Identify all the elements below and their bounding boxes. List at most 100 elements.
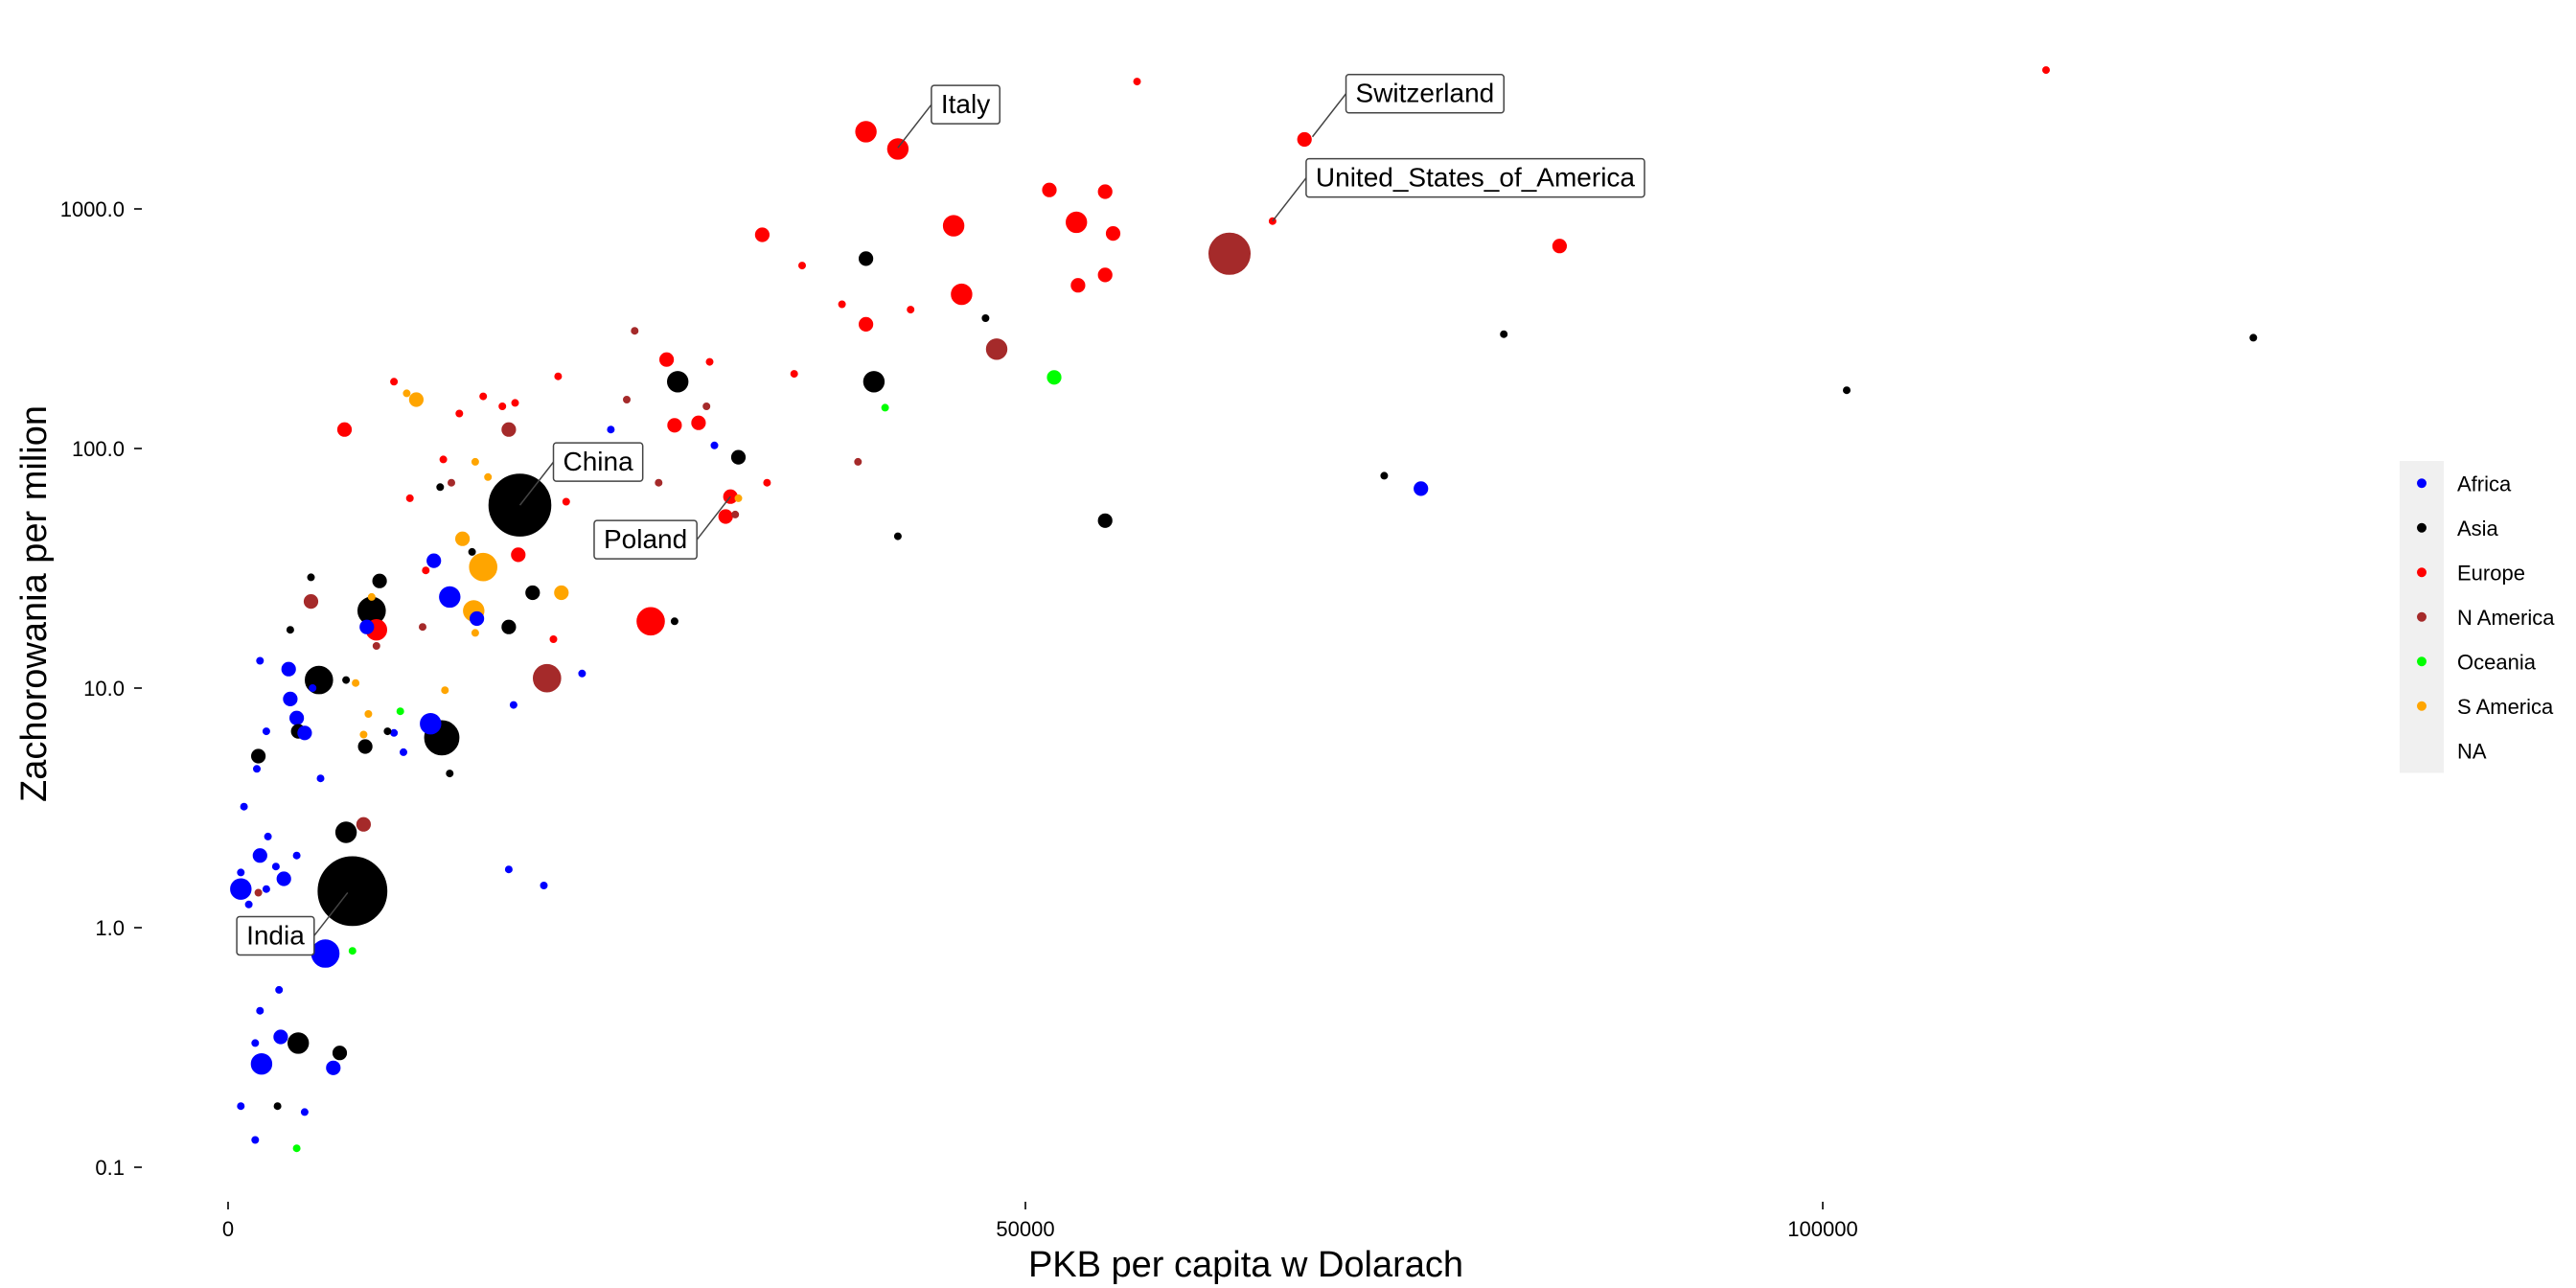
- x-axis-title: PKB per capita w Dolarach: [1028, 1245, 1463, 1285]
- data-point: [283, 691, 298, 707]
- y-axis-title: Zachorowania per milion: [14, 405, 55, 802]
- callout-box: [236, 915, 315, 956]
- callout-text: Italy: [941, 89, 990, 119]
- data-point: [942, 215, 965, 237]
- data-points: [230, 66, 2258, 1153]
- legend-label: S America: [2457, 695, 2554, 719]
- data-point: [504, 865, 513, 874]
- data-point: [2249, 334, 2258, 342]
- data-point: [1066, 211, 1088, 234]
- data-point: [251, 1136, 260, 1144]
- legend-label: Oceania: [2457, 650, 2537, 674]
- data-point: [1105, 226, 1121, 242]
- data-point: [251, 748, 266, 764]
- data-point: [636, 607, 665, 636]
- data-point: [237, 1102, 245, 1111]
- data-point: [509, 701, 518, 709]
- data-point: [985, 338, 1008, 360]
- data-point: [533, 663, 562, 693]
- data-point: [549, 635, 558, 643]
- data-point: [439, 586, 461, 609]
- data-point: [511, 399, 519, 407]
- data-point: [303, 594, 319, 610]
- data-point: [254, 888, 263, 897]
- data-point: [289, 710, 305, 725]
- x-axis: 0 50000 100000: [222, 1202, 1858, 1241]
- data-point: [441, 686, 449, 695]
- data-point: [352, 678, 360, 687]
- y-tick-label: 100.0: [72, 437, 125, 461]
- data-point: [230, 878, 252, 900]
- data-point: [405, 494, 414, 502]
- x-tick-label: 50000: [996, 1217, 1054, 1241]
- callout-box: [593, 519, 698, 560]
- data-point: [881, 403, 889, 412]
- data-point: [655, 478, 663, 487]
- data-point: [578, 669, 586, 678]
- y-tick-label: 0.1: [95, 1156, 125, 1180]
- data-point: [420, 713, 442, 735]
- data-point: [623, 396, 631, 403]
- callout-text: China: [564, 447, 634, 476]
- legend-label: NA: [2457, 739, 2487, 763]
- data-point: [244, 900, 253, 908]
- data-point: [562, 497, 570, 506]
- data-point: [439, 455, 448, 464]
- data-point: [479, 392, 488, 401]
- data-point: [332, 1046, 348, 1061]
- data-point: [251, 1039, 260, 1047]
- data-point: [631, 327, 639, 335]
- data-point: [471, 629, 479, 637]
- data-point: [455, 409, 464, 418]
- data-point: [357, 739, 373, 754]
- callout: China: [518, 442, 644, 506]
- data-point: [455, 531, 471, 546]
- data-point: [252, 848, 267, 863]
- data-point: [264, 832, 272, 840]
- data-point: [256, 1006, 264, 1015]
- data-point: [367, 592, 376, 601]
- data-point: [1297, 131, 1312, 148]
- data-point: [734, 494, 743, 502]
- data-point: [396, 707, 404, 716]
- data-point: [525, 585, 540, 601]
- data-point: [288, 1032, 310, 1054]
- data-point: [326, 1060, 341, 1075]
- data-point: [400, 748, 407, 756]
- data-point: [342, 676, 351, 684]
- callout-leader: [518, 461, 555, 506]
- data-point: [292, 851, 301, 860]
- data-point: [951, 283, 973, 306]
- data-point: [436, 483, 445, 492]
- data-point: [1097, 184, 1113, 199]
- data-point: [1380, 472, 1389, 480]
- data-point: [262, 885, 270, 893]
- callout-text: India: [246, 920, 305, 950]
- data-point: [498, 402, 507, 410]
- y-tick-label: 1000.0: [60, 197, 125, 221]
- data-point: [250, 1053, 273, 1075]
- data-point: [292, 1144, 301, 1153]
- data-point: [798, 262, 806, 270]
- callout-labels: Italy Switzerland United_States_of_America…: [236, 73, 1645, 956]
- data-point: [705, 357, 714, 366]
- x-tick-label: 0: [222, 1217, 234, 1241]
- data-point: [1070, 278, 1086, 293]
- callout-leader: [313, 892, 349, 936]
- callout-box: [1345, 73, 1506, 114]
- data-point: [763, 478, 771, 487]
- data-point: [309, 684, 317, 692]
- data-point: [271, 862, 280, 871]
- data-point: [691, 415, 706, 430]
- data-point: [253, 765, 261, 773]
- data-point: [237, 868, 245, 877]
- data-point: [275, 985, 284, 994]
- data-point: [419, 623, 426, 632]
- data-point: [286, 626, 294, 634]
- callout-text: Switzerland: [1356, 79, 1495, 108]
- data-point: [1552, 239, 1568, 254]
- data-point: [554, 372, 563, 380]
- data-point: [1042, 182, 1057, 197]
- data-point: [468, 547, 476, 556]
